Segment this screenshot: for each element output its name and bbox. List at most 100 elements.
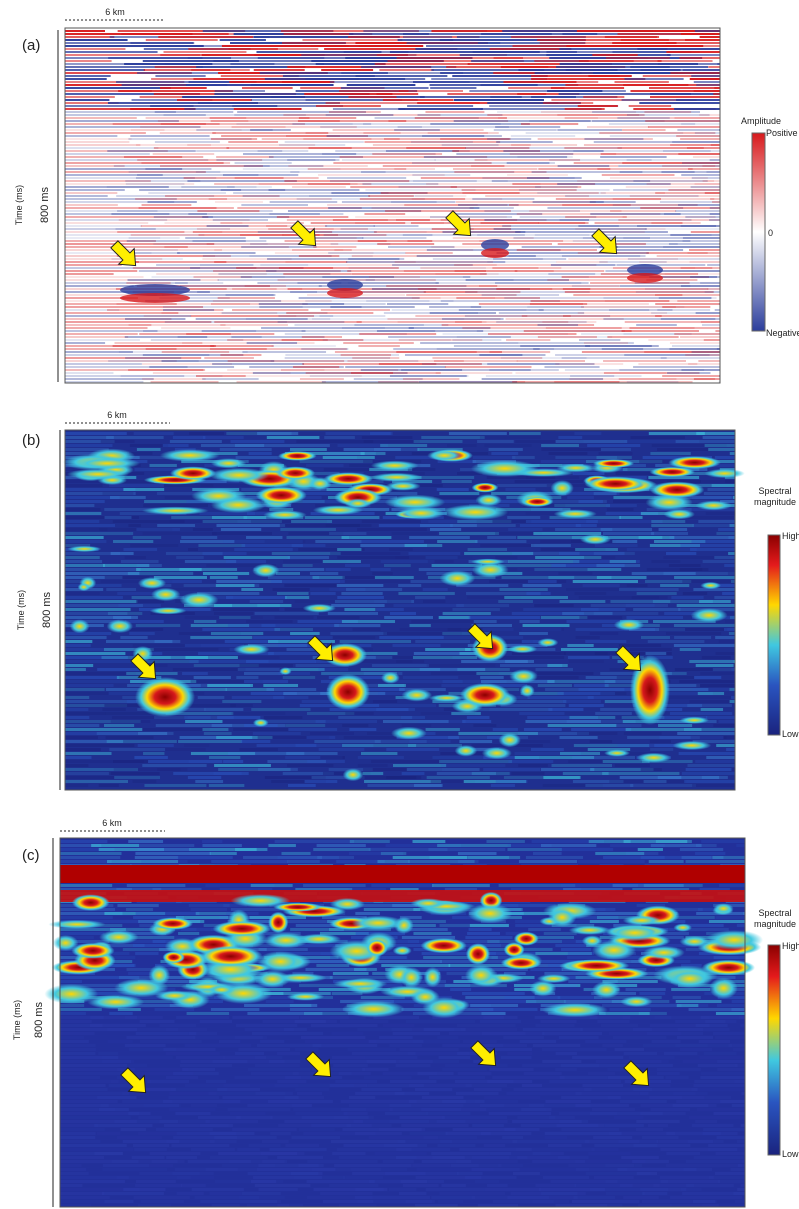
texture bbox=[716, 1012, 745, 1015]
texture bbox=[689, 660, 735, 663]
texture bbox=[533, 1044, 581, 1047]
texture bbox=[255, 1092, 293, 1095]
texture bbox=[481, 1132, 531, 1135]
texture bbox=[714, 596, 735, 599]
texture bbox=[65, 680, 141, 683]
texture bbox=[428, 848, 505, 851]
reflector bbox=[128, 279, 201, 281]
reflector bbox=[672, 345, 720, 347]
texture bbox=[198, 696, 225, 699]
reflector bbox=[618, 219, 720, 221]
texture bbox=[620, 1100, 667, 1103]
texture bbox=[97, 1096, 136, 1099]
texture bbox=[702, 1132, 737, 1135]
texture bbox=[386, 748, 439, 751]
hotspot bbox=[551, 480, 574, 496]
texture bbox=[648, 1124, 668, 1127]
texture bbox=[682, 772, 735, 775]
texture bbox=[65, 736, 98, 739]
reflector bbox=[292, 186, 346, 188]
texture bbox=[738, 1164, 745, 1167]
reflector bbox=[287, 159, 335, 161]
texture bbox=[536, 668, 573, 671]
texture bbox=[441, 1184, 465, 1187]
texture bbox=[364, 440, 420, 443]
texture bbox=[393, 604, 464, 607]
reflector bbox=[479, 354, 522, 356]
reflector bbox=[395, 261, 493, 263]
texture bbox=[333, 972, 369, 975]
texture bbox=[60, 1080, 119, 1083]
texture bbox=[624, 1052, 657, 1055]
texture bbox=[576, 524, 597, 527]
texture bbox=[128, 1112, 150, 1115]
reflector bbox=[672, 141, 720, 143]
hotspot bbox=[700, 582, 721, 589]
reflector bbox=[442, 318, 504, 320]
texture bbox=[665, 696, 735, 699]
texture bbox=[582, 1084, 623, 1087]
texture bbox=[399, 1060, 459, 1063]
texture bbox=[652, 1040, 681, 1043]
reflector bbox=[365, 189, 475, 191]
reflector bbox=[139, 207, 234, 209]
texture bbox=[731, 1008, 745, 1011]
reflector bbox=[155, 66, 200, 68]
reflector bbox=[685, 39, 720, 41]
texture bbox=[458, 852, 497, 855]
reflector bbox=[704, 339, 720, 341]
texture bbox=[210, 576, 238, 579]
reflector bbox=[670, 348, 720, 350]
reflector bbox=[131, 261, 226, 263]
texture bbox=[165, 1052, 219, 1055]
texture bbox=[211, 860, 288, 863]
texture bbox=[574, 432, 601, 435]
texture bbox=[526, 1000, 566, 1003]
reflector bbox=[499, 312, 584, 314]
hotspot bbox=[623, 915, 661, 925]
texture bbox=[585, 784, 633, 787]
reflector bbox=[211, 138, 257, 140]
reflector bbox=[65, 339, 140, 341]
texture bbox=[666, 1152, 700, 1155]
texture bbox=[357, 528, 427, 531]
reflector bbox=[65, 342, 105, 344]
reflector bbox=[339, 90, 408, 92]
texture bbox=[393, 1032, 440, 1035]
texture bbox=[205, 1120, 258, 1123]
reflector bbox=[261, 327, 414, 329]
texture bbox=[216, 584, 255, 587]
reflector bbox=[681, 285, 720, 287]
texture bbox=[334, 1164, 411, 1167]
texture bbox=[553, 984, 577, 987]
texture bbox=[730, 452, 735, 455]
reflector bbox=[551, 87, 624, 89]
texture bbox=[555, 1068, 577, 1071]
reflector bbox=[377, 330, 483, 332]
texture bbox=[142, 764, 206, 767]
texture bbox=[670, 1196, 742, 1199]
time-marker: 800 ms bbox=[33, 1001, 45, 1038]
texture bbox=[674, 576, 735, 579]
texture bbox=[235, 444, 264, 447]
texture bbox=[312, 576, 344, 579]
texture bbox=[160, 1024, 197, 1027]
reflector bbox=[660, 270, 720, 272]
reflector bbox=[430, 312, 496, 314]
texture bbox=[443, 612, 491, 615]
texture bbox=[558, 1156, 589, 1159]
time-marker: 800 ms bbox=[41, 591, 53, 628]
texture bbox=[526, 856, 583, 859]
texture bbox=[373, 960, 442, 963]
texture bbox=[715, 916, 745, 919]
texture bbox=[60, 1184, 82, 1187]
reflector bbox=[242, 87, 293, 89]
texture bbox=[730, 524, 735, 527]
texture bbox=[379, 1036, 412, 1039]
texture bbox=[190, 636, 252, 639]
texture bbox=[407, 768, 480, 771]
texture bbox=[498, 1164, 523, 1167]
texture bbox=[251, 884, 293, 887]
reflector bbox=[607, 336, 678, 338]
texture bbox=[138, 848, 191, 851]
